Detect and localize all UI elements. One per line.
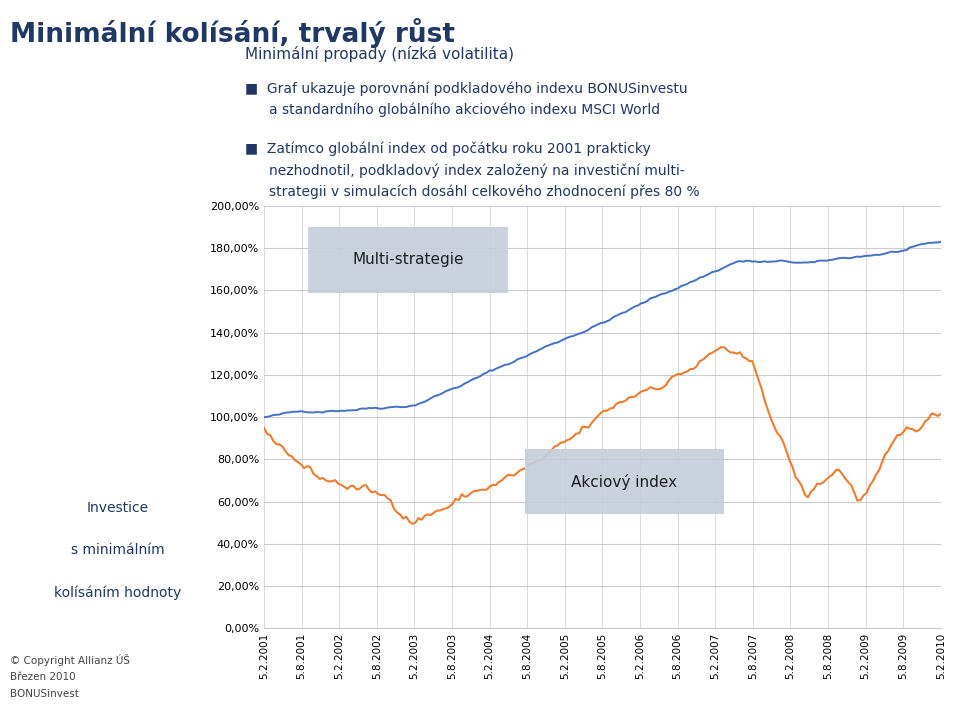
Text: s minimálním: s minimálním bbox=[71, 543, 164, 557]
Text: Akciový index: Akciový index bbox=[571, 474, 678, 490]
Text: a standardního globálního akciového indexu MSCI World: a standardního globálního akciového inde… bbox=[269, 103, 660, 117]
FancyBboxPatch shape bbox=[308, 227, 508, 293]
Text: Březen 2010: Březen 2010 bbox=[10, 672, 75, 682]
Text: BONUSinvest: BONUSinvest bbox=[10, 689, 79, 699]
Text: Multi-strategie: Multi-strategie bbox=[352, 252, 464, 267]
Text: © Copyright Allianz ÚŠ: © Copyright Allianz ÚŠ bbox=[10, 654, 130, 666]
Text: Minimální propady (nízká volatilita): Minimální propady (nízká volatilita) bbox=[245, 46, 514, 62]
Text: kolísáním hodnoty: kolísáním hodnoty bbox=[54, 586, 181, 600]
Text: ■  Zatímco globální index od počátku roku 2001 prakticky: ■ Zatímco globální index od počátku roku… bbox=[245, 142, 651, 156]
Text: Minimální kolísání, trvalý růst: Minimální kolísání, trvalý růst bbox=[10, 18, 455, 48]
Text: nezhodnotil, podkladový index založený na investiční multi-: nezhodnotil, podkladový index založený n… bbox=[269, 163, 684, 178]
FancyBboxPatch shape bbox=[524, 449, 724, 514]
Text: 3: 3 bbox=[60, 170, 176, 334]
Text: Investice: Investice bbox=[86, 501, 149, 515]
Text: ■  Graf ukazuje porovnání podkladového indexu BONUSinvestu: ■ Graf ukazuje porovnání podkladového in… bbox=[245, 82, 687, 96]
Text: strategii v simulacích dosáhl celkového zhodnocení přes 80 %: strategii v simulacích dosáhl celkového … bbox=[269, 185, 700, 199]
